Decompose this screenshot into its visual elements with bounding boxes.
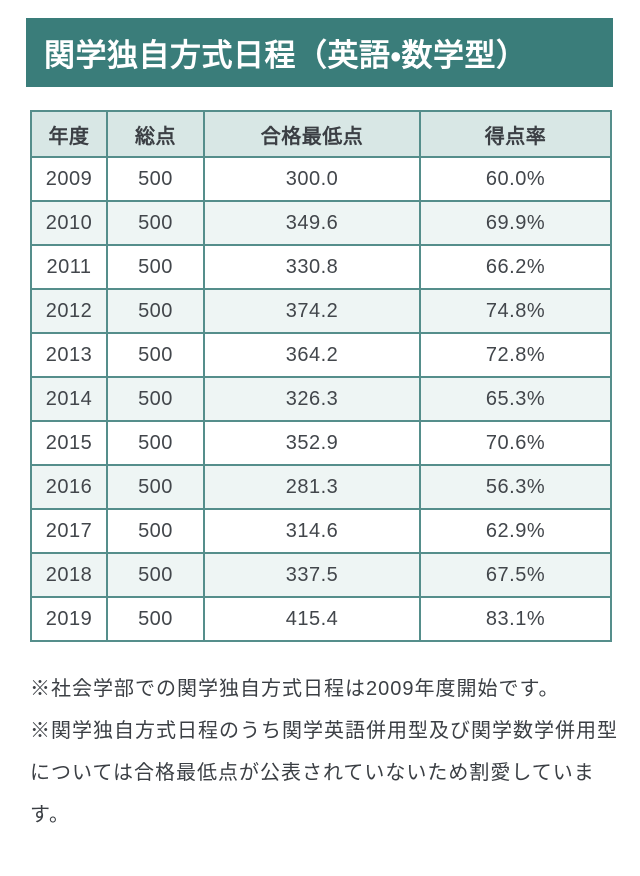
table-row: 2014 500 326.3 65.3% xyxy=(30,376,612,422)
min-passing-score-cell: 300.0 xyxy=(203,156,421,202)
total-points-cell: 500 xyxy=(106,508,205,554)
page-title: 関学独自方式日程（英語・数学型） xyxy=(44,38,528,73)
score-rate-cell: 60.0% xyxy=(419,156,612,202)
table-row: 2013 500 364.2 72.8% xyxy=(30,332,612,378)
table-row: 2019 500 415.4 83.1% xyxy=(30,596,612,642)
year-cell: 2019 xyxy=(30,596,108,642)
score-rate-cell: 56.3% xyxy=(419,464,612,510)
table-row: 2015 500 352.9 70.6% xyxy=(30,420,612,466)
year-cell: 2009 xyxy=(30,156,108,202)
score-rate-cell: 69.9% xyxy=(419,200,612,246)
score-rate-cell: 62.9% xyxy=(419,508,612,554)
min-passing-score-cell: 415.4 xyxy=(203,596,421,642)
total-points-cell: 500 xyxy=(106,156,205,202)
table-header-row: 年度 総点 合格最低点 得点率 xyxy=(30,110,612,158)
total-points-cell: 500 xyxy=(106,552,205,598)
year-cell: 2018 xyxy=(30,552,108,598)
min-passing-score-cell: 326.3 xyxy=(203,376,421,422)
year-cell: 2016 xyxy=(30,464,108,510)
min-passing-score-cell: 349.6 xyxy=(203,200,421,246)
table-row: 2009 500 300.0 60.0% xyxy=(30,156,612,202)
year-cell: 2017 xyxy=(30,508,108,554)
min-passing-score-cell: 330.8 xyxy=(203,244,421,290)
table-row: 2016 500 281.3 56.3% xyxy=(30,464,612,510)
score-rate-cell: 65.3% xyxy=(419,376,612,422)
table-row: 2010 500 349.6 69.9% xyxy=(30,200,612,246)
year-cell: 2011 xyxy=(30,244,108,290)
footnote: ※社会学部での関学独自方式日程は2009年度開始です。 xyxy=(30,678,560,700)
score-rate-cell: 66.2% xyxy=(419,244,612,290)
min-passing-score-cell: 352.9 xyxy=(203,420,421,466)
min-passing-score-cell: 364.2 xyxy=(203,332,421,378)
total-points-cell: 500 xyxy=(106,376,205,422)
col-header-min-passing-score: 合格最低点 xyxy=(203,110,421,158)
col-header-score-rate: 得点率 xyxy=(419,110,612,158)
total-points-cell: 500 xyxy=(106,596,205,642)
min-passing-score-cell: 374.2 xyxy=(203,288,421,334)
section-title-bar: 関学独自方式日程（英語・数学型） xyxy=(26,18,613,87)
total-points-cell: 500 xyxy=(106,288,205,334)
year-cell: 2013 xyxy=(30,332,108,378)
table-row: 2011 500 330.8 66.2% xyxy=(30,244,612,290)
table-row: 2017 500 314.6 62.9% xyxy=(30,508,612,554)
score-rate-cell: 67.5% xyxy=(419,552,612,598)
total-points-cell: 500 xyxy=(106,420,205,466)
footnote: ※関学独自方式日程のうち関学英語併用型及び関学数学併用型については合格最低点が公… xyxy=(30,720,618,826)
score-rate-cell: 74.8% xyxy=(419,288,612,334)
total-points-cell: 500 xyxy=(106,244,205,290)
min-passing-score-cell: 337.5 xyxy=(203,552,421,598)
col-header-year: 年度 xyxy=(30,110,108,158)
table-row: 2012 500 374.2 74.8% xyxy=(30,288,612,334)
year-cell: 2014 xyxy=(30,376,108,422)
score-rate-cell: 72.8% xyxy=(419,332,612,378)
footnotes: ※社会学部での関学独自方式日程は2009年度開始です。 ※関学独自方式日程のうち… xyxy=(30,668,630,836)
year-cell: 2010 xyxy=(30,200,108,246)
score-rate-cell: 70.6% xyxy=(419,420,612,466)
total-points-cell: 500 xyxy=(106,332,205,378)
min-passing-score-cell: 314.6 xyxy=(203,508,421,554)
year-cell: 2015 xyxy=(30,420,108,466)
table-row: 2018 500 337.5 67.5% xyxy=(30,552,612,598)
score-rate-cell: 83.1% xyxy=(419,596,612,642)
col-header-total-points: 総点 xyxy=(106,110,205,158)
results-table: 年度 総点 合格最低点 得点率 2009 500 300.0 60.0% 2010 500… xyxy=(30,110,612,642)
total-points-cell: 500 xyxy=(106,464,205,510)
year-cell: 2012 xyxy=(30,288,108,334)
total-points-cell: 500 xyxy=(106,200,205,246)
table-body: 2009 500 300.0 60.0% 2010 500 349.6 69.9% 2011 50… xyxy=(30,156,612,642)
min-passing-score-cell: 281.3 xyxy=(203,464,421,510)
